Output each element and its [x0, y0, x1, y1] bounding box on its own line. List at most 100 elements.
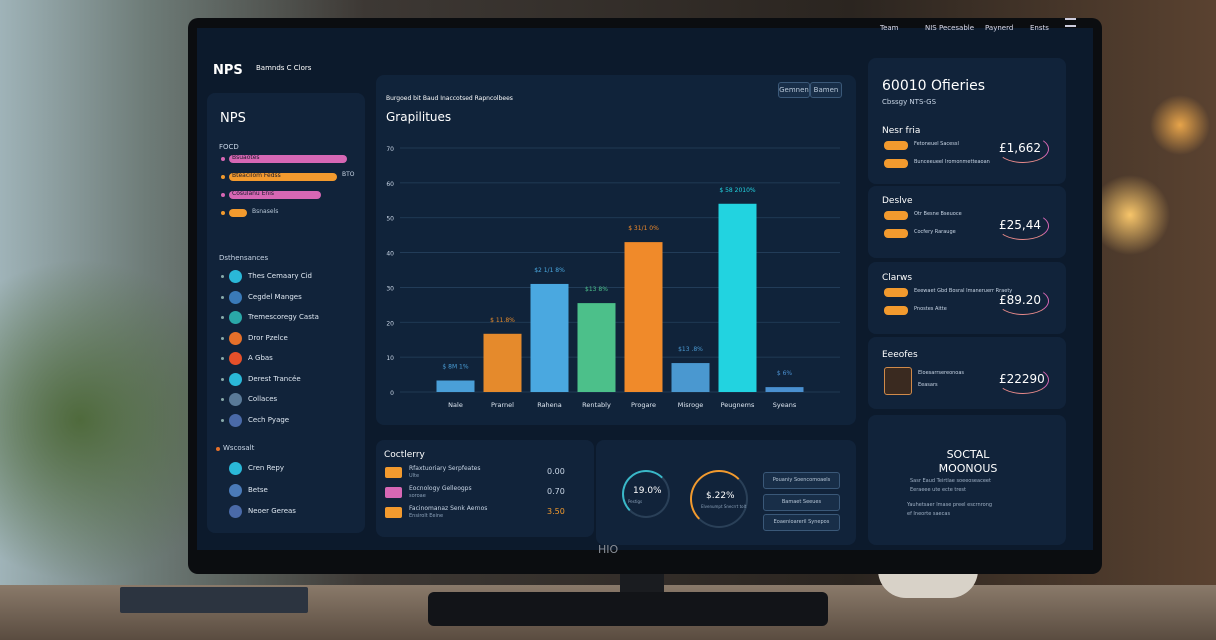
pill-label: Bsuaotes — [232, 154, 260, 161]
y-tick-label: 70 — [386, 146, 394, 153]
action-button[interactable]: Eoaenioareril Synepos — [763, 514, 840, 531]
row-value: 3.50 — [547, 507, 565, 516]
row-value: 0.70 — [547, 487, 565, 496]
pill — [229, 191, 321, 199]
card-arc — [997, 366, 1049, 394]
monitor-brand: HIO — [598, 543, 619, 556]
item-bullet — [221, 357, 224, 360]
chart-button[interactable]: Bamen — [810, 82, 842, 98]
action-button[interactable]: Bamaet Seeues — [763, 494, 840, 511]
list2-title: Wscosalt — [223, 444, 255, 452]
bar-annotation: $ 58 2010% — [719, 187, 756, 194]
row-text: Facinomanaz Senk Aernos — [409, 505, 488, 512]
item-icon[interactable] — [229, 483, 242, 497]
x-tick-label: Prarnel — [491, 401, 514, 409]
card-tag — [884, 229, 908, 238]
item-icon[interactable] — [229, 311, 242, 324]
logo: NPS — [213, 63, 243, 78]
card-tag — [884, 306, 908, 315]
action-button[interactable]: Pouaniy Soencomoaels — [763, 472, 840, 489]
promo-line: Eeraeee ute ecte trest — [910, 487, 966, 493]
card-arc — [997, 212, 1049, 240]
item-bullet — [221, 418, 224, 422]
item-label: Dror Pzelce — [248, 333, 288, 342]
item-bullet — [221, 398, 224, 401]
gauge-ring — [622, 470, 670, 518]
promo-line: Yauhetsaer Imase preel escrnrong — [907, 502, 993, 508]
gauge-value: 19.0% — [633, 486, 662, 496]
nav-link: NIS Pecesable — [925, 24, 975, 32]
item-bullet — [221, 336, 224, 340]
item-label: Derest Trancée — [248, 374, 301, 383]
card-arc — [997, 287, 1049, 315]
card-title: Deslve — [882, 196, 913, 206]
pill-dot — [221, 211, 225, 215]
item-icon[interactable] — [229, 462, 242, 475]
bar — [530, 283, 569, 392]
promo-panel — [868, 415, 1066, 545]
chart-button[interactable]: Gemnen — [778, 82, 810, 98]
item-icon[interactable] — [229, 393, 242, 406]
pill-dot — [221, 157, 225, 161]
menu-icon[interactable] — [1065, 18, 1076, 27]
item-label: Collaces — [248, 395, 278, 403]
item-bullet — [221, 295, 224, 299]
card-title: Eeeofes — [882, 350, 918, 360]
pill-label: Bsnasels — [252, 208, 279, 215]
card-item: Pnostes Aitte — [914, 306, 947, 312]
item-icon[interactable] — [229, 352, 242, 365]
item-icon[interactable] — [229, 331, 242, 345]
bar — [577, 303, 616, 392]
card-arc — [997, 135, 1049, 163]
card-title: Clarws — [882, 273, 913, 283]
x-tick-label: Rahena — [537, 401, 562, 409]
nav-link: Ensts — [1030, 24, 1049, 32]
bar-annotation: $13 .8% — [678, 346, 703, 353]
y-tick-label: 30 — [386, 285, 394, 292]
cup — [878, 570, 978, 598]
section-label: FOCD — [219, 143, 239, 151]
card-item: Eeasars — [918, 382, 938, 388]
gauge-value: $.22% — [706, 491, 735, 501]
promo-line: Sasr Eaud Teirtlae soeeoseaceet — [910, 478, 991, 484]
pill-label: Cosulanu Enis — [232, 190, 275, 197]
card-tag — [884, 288, 908, 297]
item-label: Cegdel Manges — [248, 292, 302, 301]
row-value: 0.00 — [547, 467, 565, 476]
bar — [483, 333, 522, 392]
row-icon — [385, 467, 402, 478]
pill — [229, 173, 337, 181]
right-subtitle: Cbssgy NTS-GS — [882, 98, 937, 106]
item-icon[interactable] — [229, 505, 242, 518]
card-amount: £22290 — [999, 372, 1045, 386]
list2-dot — [216, 447, 220, 451]
item-icon[interactable] — [229, 372, 242, 386]
pill — [229, 209, 247, 217]
item-icon[interactable] — [229, 270, 242, 283]
item-bullet — [221, 377, 224, 381]
bar — [765, 387, 804, 392]
promo-title: SOCTAL MOONOUS — [938, 448, 998, 475]
brand: Bamnds C Clors — [256, 64, 312, 72]
card-item: Bunceeueel Iromonmetteaoan — [914, 159, 990, 165]
chart-panel — [376, 75, 856, 425]
item-icon[interactable] — [229, 413, 242, 427]
pill-label: Bteacilom Fedss — [232, 172, 281, 179]
item-label: Cech Pyage — [248, 415, 290, 424]
card-item: Fetoneuel Sacessl — [914, 141, 959, 147]
x-tick-label: Peugnems — [721, 401, 755, 409]
row-sub: Ensirolt Eeine — [409, 513, 444, 519]
item-icon[interactable] — [229, 290, 242, 304]
card-tag — [884, 211, 908, 220]
pill — [229, 155, 347, 163]
x-tick-label: Nale — [448, 401, 463, 409]
row-text: Rfaxtuoriary Serpfeates — [409, 465, 481, 472]
row-sub: soroae — [409, 493, 426, 499]
x-tick-label: Misroge — [678, 401, 703, 409]
row-sub: Ulte — [409, 473, 420, 479]
bar — [436, 380, 475, 392]
y-tick-label: 10 — [386, 355, 394, 362]
bar — [671, 363, 710, 392]
